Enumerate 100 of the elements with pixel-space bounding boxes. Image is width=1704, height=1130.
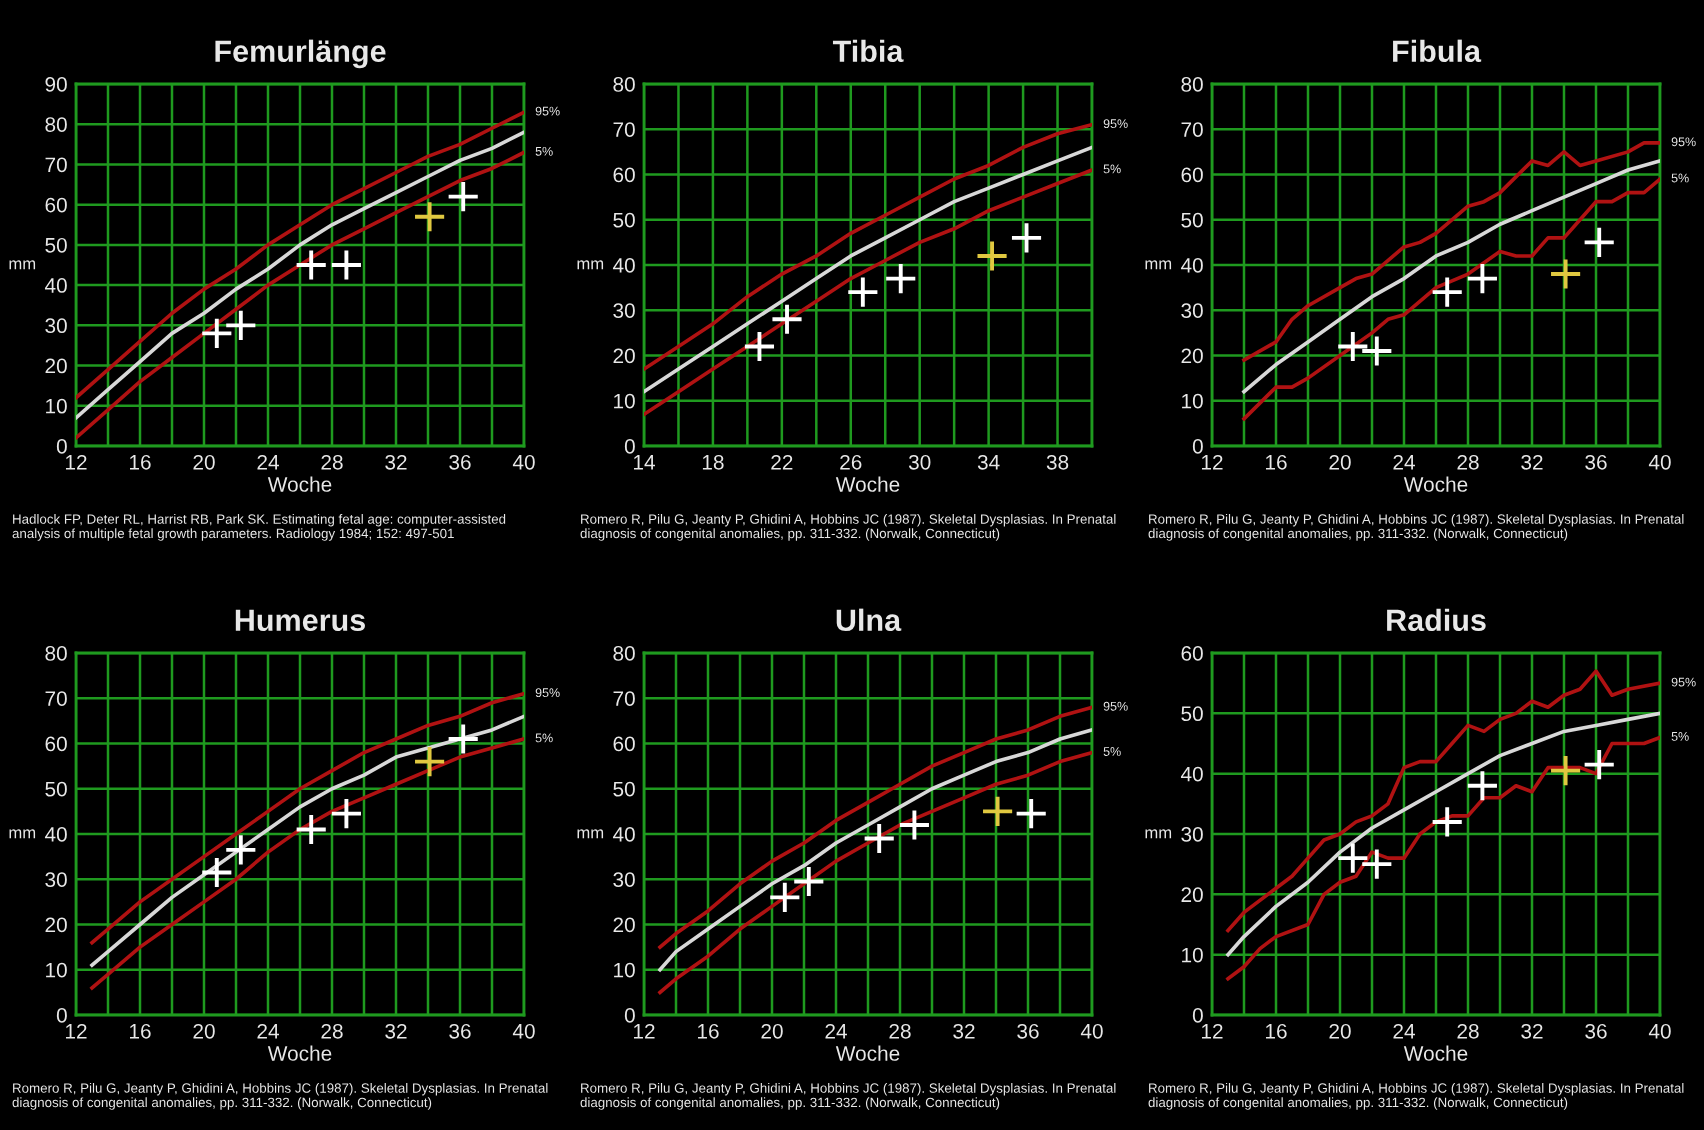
- y-tick-label: 50: [613, 781, 635, 797]
- y-tick-label: 60: [45, 197, 67, 213]
- y-tick-label: 20: [45, 917, 67, 933]
- y-tick-label: 50: [1181, 706, 1203, 722]
- y-tick-label: 20: [45, 358, 67, 374]
- line-series: [644, 122, 1092, 371]
- point: [1465, 262, 1499, 296]
- x-axis-title: Woche: [835, 476, 900, 492]
- point: [1430, 275, 1464, 309]
- y-tick-label: 30: [45, 318, 67, 334]
- y-tick-label: 0: [1192, 1008, 1203, 1023]
- point: [329, 797, 363, 831]
- x-tick-label: 20: [1329, 454, 1351, 470]
- x-tick-label: 30: [908, 454, 931, 470]
- x-tick-label: 16: [1266, 454, 1287, 470]
- y-axis-title: mm: [1145, 829, 1172, 839]
- y-tick-label: 50: [1181, 212, 1203, 228]
- y-tick-label: 0: [624, 1008, 635, 1023]
- y-axis-title: mm: [1145, 260, 1172, 270]
- x-tick-label: 26: [840, 454, 862, 470]
- point: [897, 808, 931, 842]
- x-tick-label: 12: [1202, 1023, 1223, 1039]
- x-tick-label: 20: [761, 1023, 783, 1039]
- y-tick-label: 40: [44, 278, 67, 293]
- point: [1010, 221, 1044, 255]
- line-series: [658, 728, 1092, 972]
- y-tick-label: 20: [1181, 887, 1203, 903]
- point: [294, 812, 328, 846]
- x-axis-title: Woche: [1403, 476, 1468, 492]
- y-axis-title: mm: [577, 260, 604, 270]
- x-tick-label: 40: [512, 1023, 535, 1039]
- x-tick-label: 36: [1585, 1023, 1607, 1039]
- x-axis-title: Woche: [835, 1045, 900, 1061]
- point: [224, 308, 258, 342]
- x-tick-label: 32: [1521, 454, 1543, 470]
- point: [413, 745, 447, 779]
- point: [1336, 329, 1370, 363]
- y-tick-label: 60: [613, 167, 635, 183]
- x-tick-label: 28: [1457, 454, 1479, 470]
- x-tick-label: 28: [321, 1023, 343, 1039]
- x-tick-label: 40: [512, 454, 535, 470]
- x-tick-label: 32: [385, 454, 407, 470]
- line-series: [1242, 159, 1660, 394]
- y-tick-label: 50: [45, 237, 67, 253]
- point: [1430, 805, 1464, 839]
- x-tick-label: 32: [385, 1023, 407, 1039]
- y-tick-label: 70: [45, 157, 67, 173]
- line-series: [644, 145, 1092, 394]
- y-tick-label: 20: [1181, 348, 1203, 364]
- point: [224, 833, 258, 867]
- x-tick-label: 28: [1457, 1023, 1479, 1039]
- y-tick-label: 70: [1181, 122, 1203, 137]
- line-series: [1226, 669, 1660, 933]
- point: [329, 248, 363, 282]
- point: [1582, 225, 1616, 259]
- y-tick-label: 0: [1192, 439, 1203, 454]
- chart-title: Tibia: [832, 39, 904, 63]
- point: [792, 865, 826, 899]
- point: [862, 822, 896, 856]
- point: [200, 316, 234, 350]
- y-tick-label: 40: [612, 258, 635, 273]
- y-tick-label: 30: [45, 872, 67, 887]
- chart-title: Humerus: [235, 609, 365, 632]
- chart-title: Fibula: [1393, 39, 1482, 63]
- y-tick-label: 30: [613, 872, 635, 887]
- y-tick-label: 10: [46, 962, 67, 978]
- y-tick-label: 40: [1180, 258, 1203, 273]
- x-tick-label: 16: [1266, 1023, 1287, 1039]
- x-tick-label: 12: [66, 1023, 87, 1039]
- point: [413, 200, 447, 234]
- x-tick-label: 28: [889, 1023, 911, 1039]
- x-tick-label: 12: [1202, 454, 1223, 470]
- x-tick-label: 18: [702, 454, 724, 470]
- line-series: [658, 705, 1092, 949]
- y-tick-label: 80: [613, 646, 635, 661]
- point: [981, 794, 1015, 828]
- line-series: [1226, 711, 1660, 957]
- line-series: [1242, 177, 1660, 421]
- y-tick-label: 30: [1181, 827, 1203, 842]
- x-tick-label: 12: [634, 1023, 655, 1039]
- x-tick-label: 36: [449, 454, 471, 470]
- y-tick-label: 0: [56, 439, 67, 454]
- y-tick-label: 40: [1180, 766, 1203, 782]
- x-tick-label: 32: [1521, 1023, 1543, 1039]
- line-series: [1242, 141, 1660, 362]
- point: [768, 880, 802, 914]
- y-tick-label: 10: [1182, 947, 1203, 963]
- x-tick-label: 24: [257, 454, 279, 470]
- x-tick-label: 38: [1046, 454, 1069, 470]
- x-axis-title: Woche: [267, 1045, 332, 1061]
- x-tick-label: 14: [634, 455, 655, 470]
- x-tick-label: 22: [771, 454, 793, 470]
- y-tick-label: 10: [614, 962, 635, 978]
- x-tick-label: 40: [1080, 1023, 1103, 1039]
- y-axis-title: mm: [9, 260, 36, 270]
- point: [1360, 334, 1394, 368]
- point: [975, 239, 1009, 273]
- point: [1549, 257, 1583, 291]
- x-tick-label: 16: [130, 1023, 151, 1039]
- y-tick-label: 60: [45, 736, 67, 752]
